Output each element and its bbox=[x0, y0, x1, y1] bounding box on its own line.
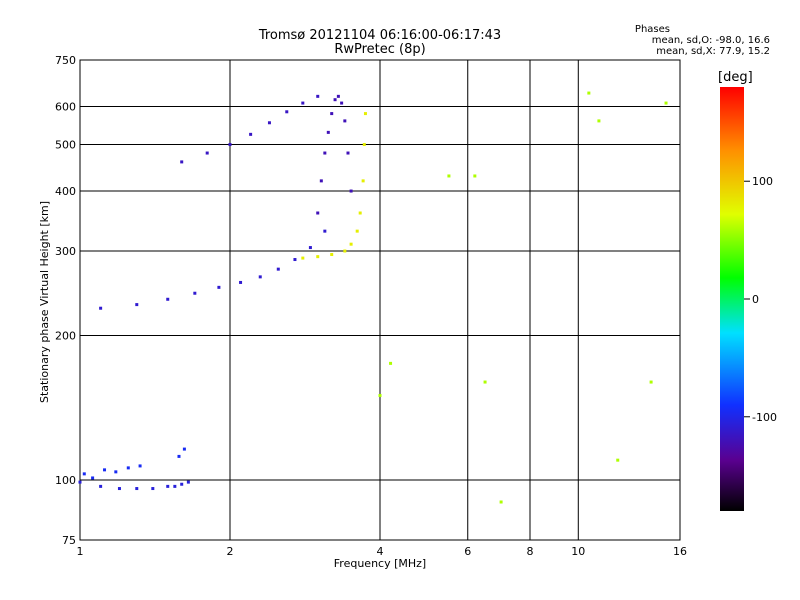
data-point bbox=[499, 500, 503, 504]
y-tick-label: 100 bbox=[55, 474, 76, 487]
data-point bbox=[378, 394, 382, 398]
colorbar-unit-label: [deg] bbox=[718, 70, 753, 85]
data-point bbox=[82, 472, 86, 476]
data-point bbox=[177, 454, 181, 458]
data-point bbox=[346, 151, 350, 155]
data-point bbox=[135, 303, 139, 307]
data-point bbox=[326, 130, 330, 134]
stats-x-mode: mean, sd,X: 77.9, 15.2 bbox=[656, 46, 770, 57]
y-tick-label: 600 bbox=[55, 101, 76, 114]
data-point bbox=[316, 94, 320, 98]
data-point bbox=[319, 179, 323, 183]
data-point bbox=[355, 229, 359, 233]
data-point bbox=[99, 306, 103, 310]
x-tick-label: 10 bbox=[571, 545, 585, 558]
data-point bbox=[180, 482, 184, 486]
colorbar-ticks: 100 0 -100 bbox=[744, 175, 777, 424]
data-point bbox=[349, 242, 353, 246]
data-points bbox=[78, 91, 668, 504]
data-point bbox=[323, 229, 327, 233]
colorbar bbox=[720, 87, 744, 511]
data-point bbox=[103, 468, 107, 472]
colorbar-tick-label: 0 bbox=[752, 293, 759, 306]
data-point bbox=[249, 132, 253, 136]
plot-area: 1 2 4 6 8 10 16 75 100 200 300 400 500 600 750 bbox=[55, 54, 687, 558]
data-point bbox=[343, 119, 347, 123]
data-point bbox=[664, 101, 668, 105]
y-tick-label: 300 bbox=[55, 245, 76, 258]
data-point bbox=[78, 480, 82, 484]
chart-title-line1: Tromsø 20121104 06:16:00-06:17:43 bbox=[258, 28, 502, 43]
y-axis-label: Stationary phase Virtual Height [km] bbox=[38, 201, 51, 403]
data-point bbox=[285, 110, 289, 114]
data-point bbox=[649, 380, 653, 384]
data-point bbox=[151, 487, 155, 491]
data-point bbox=[389, 361, 393, 365]
data-point bbox=[308, 246, 312, 250]
data-point bbox=[330, 253, 334, 257]
data-point bbox=[166, 297, 170, 301]
data-point bbox=[316, 211, 320, 215]
data-point bbox=[333, 98, 337, 102]
data-point bbox=[117, 487, 121, 491]
data-point bbox=[597, 119, 601, 123]
data-point bbox=[336, 94, 340, 98]
data-point bbox=[114, 470, 118, 474]
data-point bbox=[205, 151, 209, 155]
data-point bbox=[587, 91, 591, 95]
data-point bbox=[267, 121, 271, 125]
data-point bbox=[473, 174, 477, 178]
data-point bbox=[186, 480, 190, 484]
data-point bbox=[316, 255, 320, 259]
data-point bbox=[126, 466, 130, 470]
data-point bbox=[323, 151, 327, 155]
data-point bbox=[217, 285, 221, 289]
data-point bbox=[180, 160, 184, 164]
data-point bbox=[193, 291, 197, 295]
data-point bbox=[343, 249, 347, 253]
colorbar-tick-label: 100 bbox=[752, 175, 773, 188]
data-point bbox=[349, 189, 353, 193]
data-point bbox=[301, 101, 305, 105]
data-point bbox=[362, 143, 366, 147]
x-tick-label: 4 bbox=[377, 545, 384, 558]
y-tick-label: 500 bbox=[55, 139, 76, 152]
data-point bbox=[361, 179, 365, 183]
y-tick-label: 75 bbox=[62, 534, 76, 547]
data-point bbox=[330, 112, 334, 116]
data-point bbox=[258, 275, 262, 279]
data-point bbox=[239, 280, 243, 284]
data-point bbox=[340, 101, 344, 105]
data-point bbox=[173, 484, 177, 488]
data-point bbox=[182, 447, 186, 451]
data-point bbox=[91, 476, 95, 480]
data-point bbox=[135, 487, 139, 491]
stats-o-mode: mean, sd,O: -98.0, 16.6 bbox=[651, 35, 770, 46]
y-tick-label: 200 bbox=[55, 330, 76, 343]
data-point bbox=[293, 258, 297, 262]
data-point bbox=[358, 211, 362, 215]
data-point bbox=[138, 464, 142, 468]
chart-title-line2: RwPretec (8p) bbox=[334, 42, 426, 57]
stats-label: Phases bbox=[634, 24, 670, 35]
x-tick-label: 2 bbox=[227, 545, 234, 558]
y-tick-label: 750 bbox=[55, 54, 76, 67]
y-tick-label: 400 bbox=[55, 185, 76, 198]
data-point bbox=[483, 380, 487, 384]
data-point bbox=[616, 458, 620, 462]
x-tick-label: 1 bbox=[77, 545, 84, 558]
x-tick-label: 8 bbox=[527, 545, 534, 558]
data-point bbox=[228, 143, 232, 147]
data-point bbox=[447, 174, 451, 178]
data-point bbox=[363, 112, 367, 116]
data-point bbox=[99, 484, 103, 488]
x-axis-label: Frequency [MHz] bbox=[334, 557, 426, 570]
data-point bbox=[276, 267, 280, 271]
data-point bbox=[301, 256, 305, 260]
data-point bbox=[166, 484, 170, 488]
x-tick-label: 16 bbox=[673, 545, 687, 558]
colorbar-tick-label: -100 bbox=[752, 411, 777, 424]
x-tick-label: 6 bbox=[464, 545, 471, 558]
